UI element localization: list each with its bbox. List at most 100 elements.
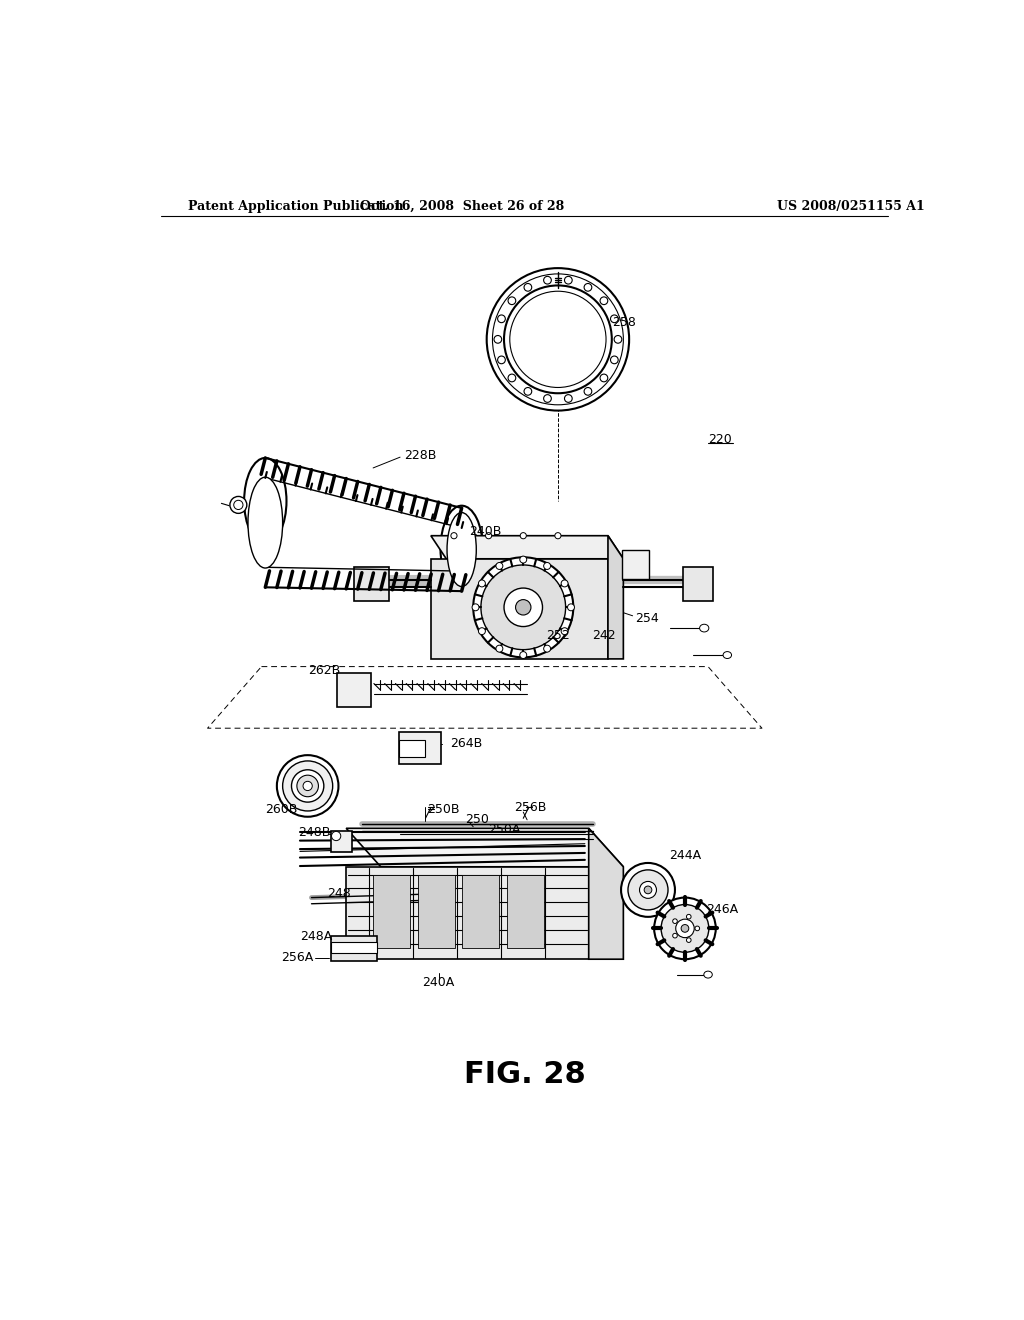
Text: FIG. 28: FIG. 28 — [464, 1060, 586, 1089]
Ellipse shape — [681, 924, 689, 932]
Ellipse shape — [673, 933, 677, 939]
Text: 254: 254 — [635, 611, 658, 624]
Ellipse shape — [723, 652, 731, 659]
Ellipse shape — [654, 898, 716, 960]
Text: 252: 252 — [547, 630, 570, 643]
Ellipse shape — [561, 628, 568, 635]
Text: 264B: 264B — [451, 737, 482, 750]
Ellipse shape — [297, 775, 318, 797]
Bar — [463, 874, 500, 948]
Text: 240B: 240B — [469, 525, 502, 539]
Bar — [331, 830, 352, 853]
Ellipse shape — [292, 770, 324, 803]
Bar — [418, 874, 455, 948]
Ellipse shape — [524, 284, 531, 292]
Ellipse shape — [481, 565, 565, 649]
Ellipse shape — [610, 315, 618, 322]
Text: US 2008/0251155 A1: US 2008/0251155 A1 — [777, 199, 925, 213]
Ellipse shape — [686, 937, 691, 942]
Ellipse shape — [248, 478, 283, 568]
Ellipse shape — [451, 532, 457, 539]
Text: Oct. 16, 2008  Sheet 26 of 28: Oct. 16, 2008 Sheet 26 of 28 — [359, 199, 564, 213]
Ellipse shape — [496, 562, 503, 569]
Ellipse shape — [515, 599, 531, 615]
Ellipse shape — [520, 652, 526, 659]
Text: 220: 220 — [708, 433, 732, 446]
Ellipse shape — [614, 335, 622, 343]
Text: 262B: 262B — [307, 664, 340, 677]
Text: 258: 258 — [611, 315, 636, 329]
Text: 244A: 244A — [670, 849, 701, 862]
Ellipse shape — [584, 284, 592, 292]
Ellipse shape — [544, 395, 551, 403]
Ellipse shape — [621, 863, 675, 917]
Ellipse shape — [244, 458, 287, 544]
Bar — [398, 733, 441, 764]
Polygon shape — [346, 829, 624, 867]
Bar — [337, 673, 371, 706]
Ellipse shape — [555, 532, 561, 539]
Ellipse shape — [564, 395, 572, 403]
Bar — [331, 942, 377, 953]
Polygon shape — [608, 536, 624, 659]
Bar — [622, 549, 649, 578]
Ellipse shape — [703, 972, 713, 978]
Bar — [373, 874, 410, 948]
Ellipse shape — [486, 268, 629, 411]
Ellipse shape — [644, 886, 652, 894]
Ellipse shape — [508, 374, 516, 381]
Polygon shape — [265, 458, 462, 591]
Ellipse shape — [447, 512, 476, 586]
Ellipse shape — [485, 532, 492, 539]
Ellipse shape — [303, 781, 312, 791]
Ellipse shape — [508, 297, 516, 305]
Ellipse shape — [600, 297, 608, 305]
Ellipse shape — [440, 506, 483, 591]
Ellipse shape — [520, 556, 526, 564]
Ellipse shape — [662, 904, 709, 952]
Ellipse shape — [473, 557, 573, 657]
Ellipse shape — [504, 589, 543, 627]
Ellipse shape — [498, 356, 505, 364]
Ellipse shape — [564, 276, 572, 284]
Polygon shape — [431, 536, 624, 558]
Bar — [398, 739, 425, 756]
Ellipse shape — [676, 919, 694, 937]
Ellipse shape — [494, 335, 502, 343]
Text: 260B: 260B — [265, 803, 298, 816]
Ellipse shape — [498, 315, 505, 322]
Ellipse shape — [230, 496, 247, 513]
Polygon shape — [589, 829, 624, 960]
Ellipse shape — [524, 388, 531, 395]
Ellipse shape — [496, 645, 503, 652]
Ellipse shape — [478, 628, 485, 635]
Bar — [354, 566, 388, 601]
Ellipse shape — [276, 755, 339, 817]
Text: 242: 242 — [593, 630, 616, 643]
Ellipse shape — [699, 624, 709, 632]
Text: 250B: 250B — [427, 803, 460, 816]
Text: 256A: 256A — [281, 952, 313, 964]
Ellipse shape — [472, 603, 479, 611]
Polygon shape — [431, 558, 608, 659]
Ellipse shape — [520, 532, 526, 539]
Text: 248A: 248A — [300, 929, 332, 942]
Text: 248B: 248B — [298, 825, 330, 838]
Ellipse shape — [600, 374, 608, 381]
Ellipse shape — [567, 603, 574, 611]
Bar — [331, 936, 377, 961]
Ellipse shape — [478, 579, 485, 587]
Ellipse shape — [544, 645, 551, 652]
Ellipse shape — [584, 388, 592, 395]
Text: 250A: 250A — [488, 824, 521, 837]
Ellipse shape — [686, 915, 691, 919]
Ellipse shape — [640, 882, 656, 899]
Ellipse shape — [504, 285, 611, 393]
Text: 256B: 256B — [514, 801, 547, 814]
Ellipse shape — [283, 760, 333, 810]
Text: Patent Application Publication: Patent Application Publication — [188, 199, 403, 213]
Ellipse shape — [673, 919, 677, 924]
Text: 248: 248 — [327, 887, 350, 900]
Bar — [507, 874, 544, 948]
Ellipse shape — [610, 356, 618, 364]
